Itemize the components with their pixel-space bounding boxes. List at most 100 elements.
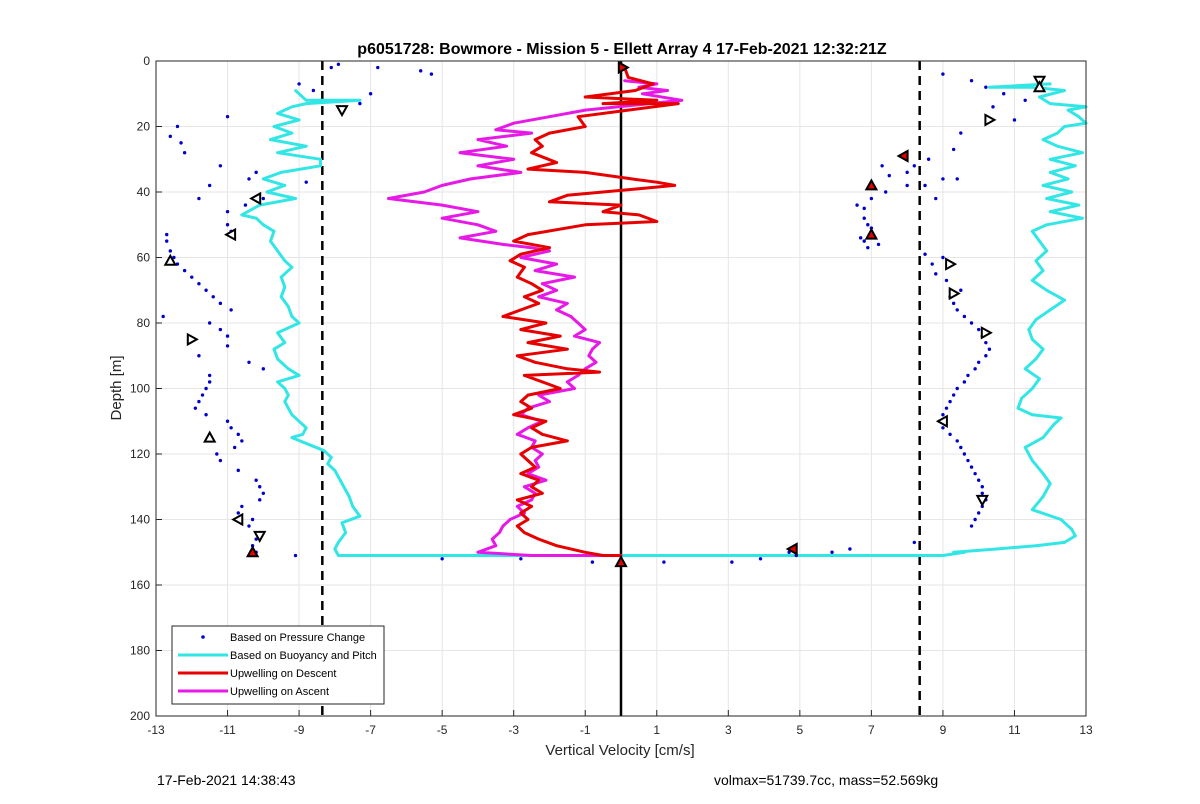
series-point	[526, 393, 530, 397]
series-point	[1023, 446, 1027, 449]
series-point	[1020, 396, 1024, 400]
pressure-change-point	[207, 373, 212, 378]
pressure-change-point	[941, 413, 945, 417]
series-point	[276, 331, 280, 335]
series-point	[548, 115, 551, 119]
series-point	[1041, 472, 1045, 476]
series-point	[537, 301, 541, 305]
series-point	[641, 92, 644, 96]
series-point	[476, 138, 480, 142]
series-point	[544, 478, 548, 482]
triangle-marker	[864, 227, 879, 240]
series-point	[573, 334, 576, 338]
series-point	[576, 321, 580, 325]
series-point	[565, 301, 569, 305]
pressure-change-point	[1002, 92, 1006, 96]
pressure-change-point	[250, 517, 255, 522]
pressure-change-point	[207, 321, 212, 325]
series-point	[530, 151, 533, 155]
pressure-change-point	[976, 478, 981, 482]
legend-label-based-on-pressure-change: Based on Pressure Change	[230, 632, 365, 644]
series-point	[515, 524, 519, 528]
y-tick-label: 140	[130, 513, 150, 527]
series-point	[340, 482, 344, 485]
series-point	[290, 265, 294, 269]
series-point	[440, 184, 444, 187]
pressure-change-point	[197, 399, 201, 404]
series-point	[1030, 508, 1034, 512]
pressure-change-point	[959, 288, 963, 292]
series-point	[530, 505, 533, 508]
y-tick-label: 40	[137, 185, 151, 199]
series-point	[440, 216, 444, 220]
series-point	[297, 419, 301, 423]
axes-box	[155, 60, 1087, 717]
pressure-change-point	[297, 82, 301, 86]
series-point	[726, 554, 730, 557]
pressure-change-point	[883, 190, 888, 194]
pressure-change-point	[240, 504, 244, 509]
triangle-marker	[203, 430, 217, 443]
series-point	[1016, 406, 1020, 410]
pressure-change-point	[240, 439, 244, 443]
series-point	[1066, 177, 1070, 181]
series-point	[619, 203, 623, 207]
pressure-change-point	[858, 236, 863, 240]
series-point	[537, 478, 541, 482]
y-tick-label: 120	[130, 447, 150, 461]
series-point	[1070, 190, 1074, 194]
series-point	[269, 239, 272, 243]
pressure-change-point	[418, 69, 423, 73]
pressure-change-point	[229, 426, 233, 430]
pressure-change-point	[236, 468, 240, 473]
series-point	[1030, 85, 1034, 89]
series-point	[508, 259, 512, 263]
series-point	[1041, 184, 1045, 187]
pressure-change-point	[948, 432, 952, 437]
pressure-change-point	[204, 413, 208, 417]
series-point	[523, 295, 526, 299]
pressure-change-point	[944, 406, 949, 410]
series-point	[555, 161, 559, 164]
series-point	[1048, 210, 1052, 214]
series-point	[1048, 102, 1052, 105]
series-point	[501, 243, 505, 246]
series-point	[1059, 416, 1063, 420]
pressure-change-point	[218, 458, 223, 463]
series-point	[240, 213, 244, 217]
pressure-change-point	[304, 180, 308, 184]
series-point	[329, 455, 333, 459]
triangle-marker	[935, 414, 948, 428]
series-point	[519, 328, 523, 331]
series-point	[508, 518, 512, 521]
pressure-change-point	[973, 367, 977, 371]
series-point	[272, 229, 276, 233]
pressure-change-point	[984, 340, 988, 345]
pressure-change-point	[862, 239, 866, 243]
series-based-on-buoyancy-and-pitch	[240, 82, 1088, 557]
series-point	[530, 498, 533, 502]
series-point	[340, 521, 344, 525]
footer-timestamp: 17-Feb-2021 14:38:43	[157, 772, 296, 788]
pressure-change-point	[955, 386, 959, 391]
pressure-change-point	[962, 380, 967, 384]
pressure-change-point	[955, 439, 959, 443]
series-point	[476, 164, 480, 168]
series-point	[1055, 131, 1059, 135]
series-point	[269, 138, 272, 142]
series-point	[515, 275, 519, 279]
series-point	[526, 472, 530, 476]
series-point	[490, 537, 494, 541]
pressure-change-point	[941, 177, 945, 181]
pressure-change-point	[243, 203, 248, 207]
pressure-change-point	[258, 485, 262, 489]
pressure-change-point	[376, 65, 380, 70]
pressure-change-point	[232, 445, 237, 450]
pressure-change-point	[190, 275, 194, 279]
series-point	[494, 229, 498, 233]
pressure-change-point	[225, 223, 230, 227]
series-point	[501, 315, 505, 318]
pressure-change-point	[161, 314, 165, 319]
series-point	[869, 554, 873, 557]
pressure-change-point	[926, 157, 931, 161]
